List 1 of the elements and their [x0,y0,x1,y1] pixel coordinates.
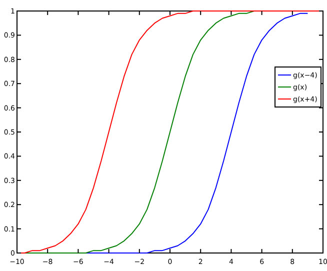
line-series [24,10,255,254]
